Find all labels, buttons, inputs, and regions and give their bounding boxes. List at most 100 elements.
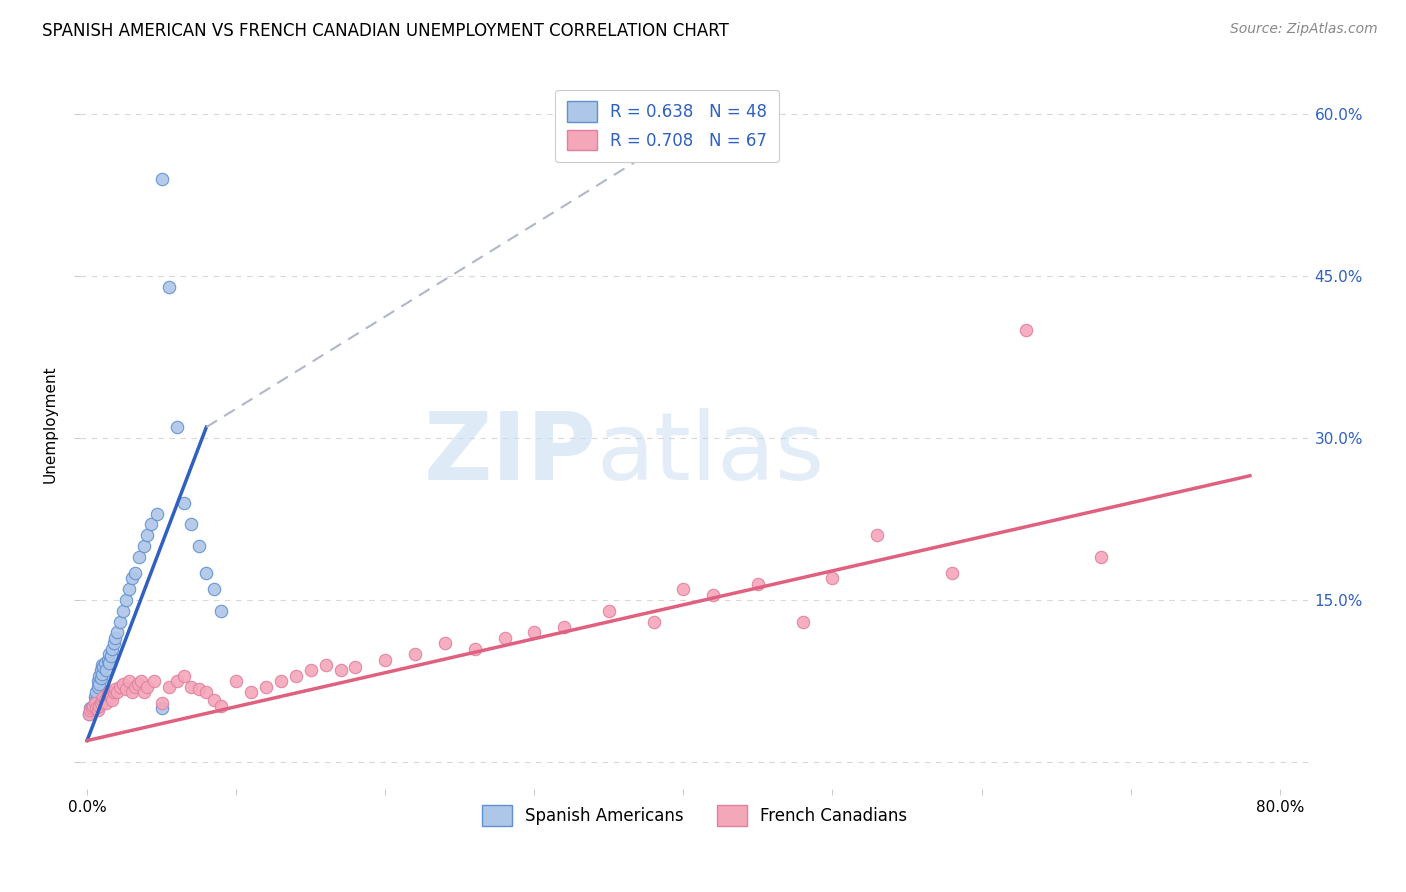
Point [135,528,157,542]
Point [166,674,188,689]
Point [97,652,120,666]
Point [195,566,218,580]
Point [121,685,143,699]
Point [83,696,105,710]
Point [84,685,107,699]
Point [1015,323,1038,337]
Point [146,507,169,521]
Point [254,680,277,694]
Point [209,604,232,618]
Point [523,625,546,640]
Point [100,649,122,664]
Point [115,593,138,607]
Point [94,692,117,706]
Point [111,677,134,691]
Point [209,698,232,713]
Point [97,688,120,702]
Point [118,674,141,689]
Point [84,692,107,706]
Point [187,681,209,696]
Point [105,685,128,699]
Point [93,660,115,674]
Point [80,701,103,715]
Point [143,674,166,689]
Point [87,669,110,683]
Point [240,685,263,699]
Point [866,528,889,542]
Point [86,680,108,694]
Point [404,647,426,661]
Point [553,620,575,634]
Point [941,566,963,580]
Point [150,696,173,710]
Point [87,677,110,691]
Point [187,539,209,553]
Point [225,674,247,689]
Point [77,706,100,721]
Point [150,701,173,715]
Point [93,690,115,705]
Point [115,681,138,696]
Point [103,636,125,650]
Point [98,647,121,661]
Point [821,571,844,585]
Point [121,571,143,585]
Point [77,706,100,721]
Point [792,615,814,629]
Point [141,517,163,532]
Point [86,703,108,717]
Point [173,496,195,510]
Point [83,696,105,710]
Point [98,685,121,699]
Y-axis label: Unemployment: Unemployment [44,366,58,483]
Point [166,420,188,434]
Point [284,669,307,683]
Point [104,681,127,696]
Point [129,674,152,689]
Point [329,663,352,677]
Point [672,582,695,597]
Point [124,566,146,580]
Point [202,582,225,597]
Point [180,680,202,694]
Point [108,680,131,694]
Point [118,582,141,597]
Point [150,171,173,186]
Point [299,663,322,677]
Point [180,517,202,532]
Point [344,660,367,674]
Point [598,604,620,618]
Point [91,657,114,672]
Point [132,685,155,699]
Point [80,703,103,717]
Point [270,674,292,689]
Point [84,701,107,715]
Point [494,631,516,645]
Point [173,669,195,683]
Text: Source: ZipAtlas.com: Source: ZipAtlas.com [1230,22,1378,37]
Point [87,698,110,713]
Point [86,674,108,689]
Point [104,631,127,645]
Point [157,279,180,293]
Point [702,588,724,602]
Point [195,685,218,699]
Point [132,539,155,553]
Point [82,698,104,713]
Point [111,604,134,618]
Point [128,549,150,564]
Point [98,656,121,670]
Point [202,692,225,706]
Point [89,696,111,710]
Point [108,615,131,629]
Point [124,680,146,694]
Point [157,680,180,694]
Point [127,677,149,691]
Point [1090,549,1112,564]
Point [315,657,337,672]
Point [79,703,101,717]
Point [83,690,105,705]
Point [105,625,128,640]
Point [101,641,124,656]
Point [433,636,456,650]
